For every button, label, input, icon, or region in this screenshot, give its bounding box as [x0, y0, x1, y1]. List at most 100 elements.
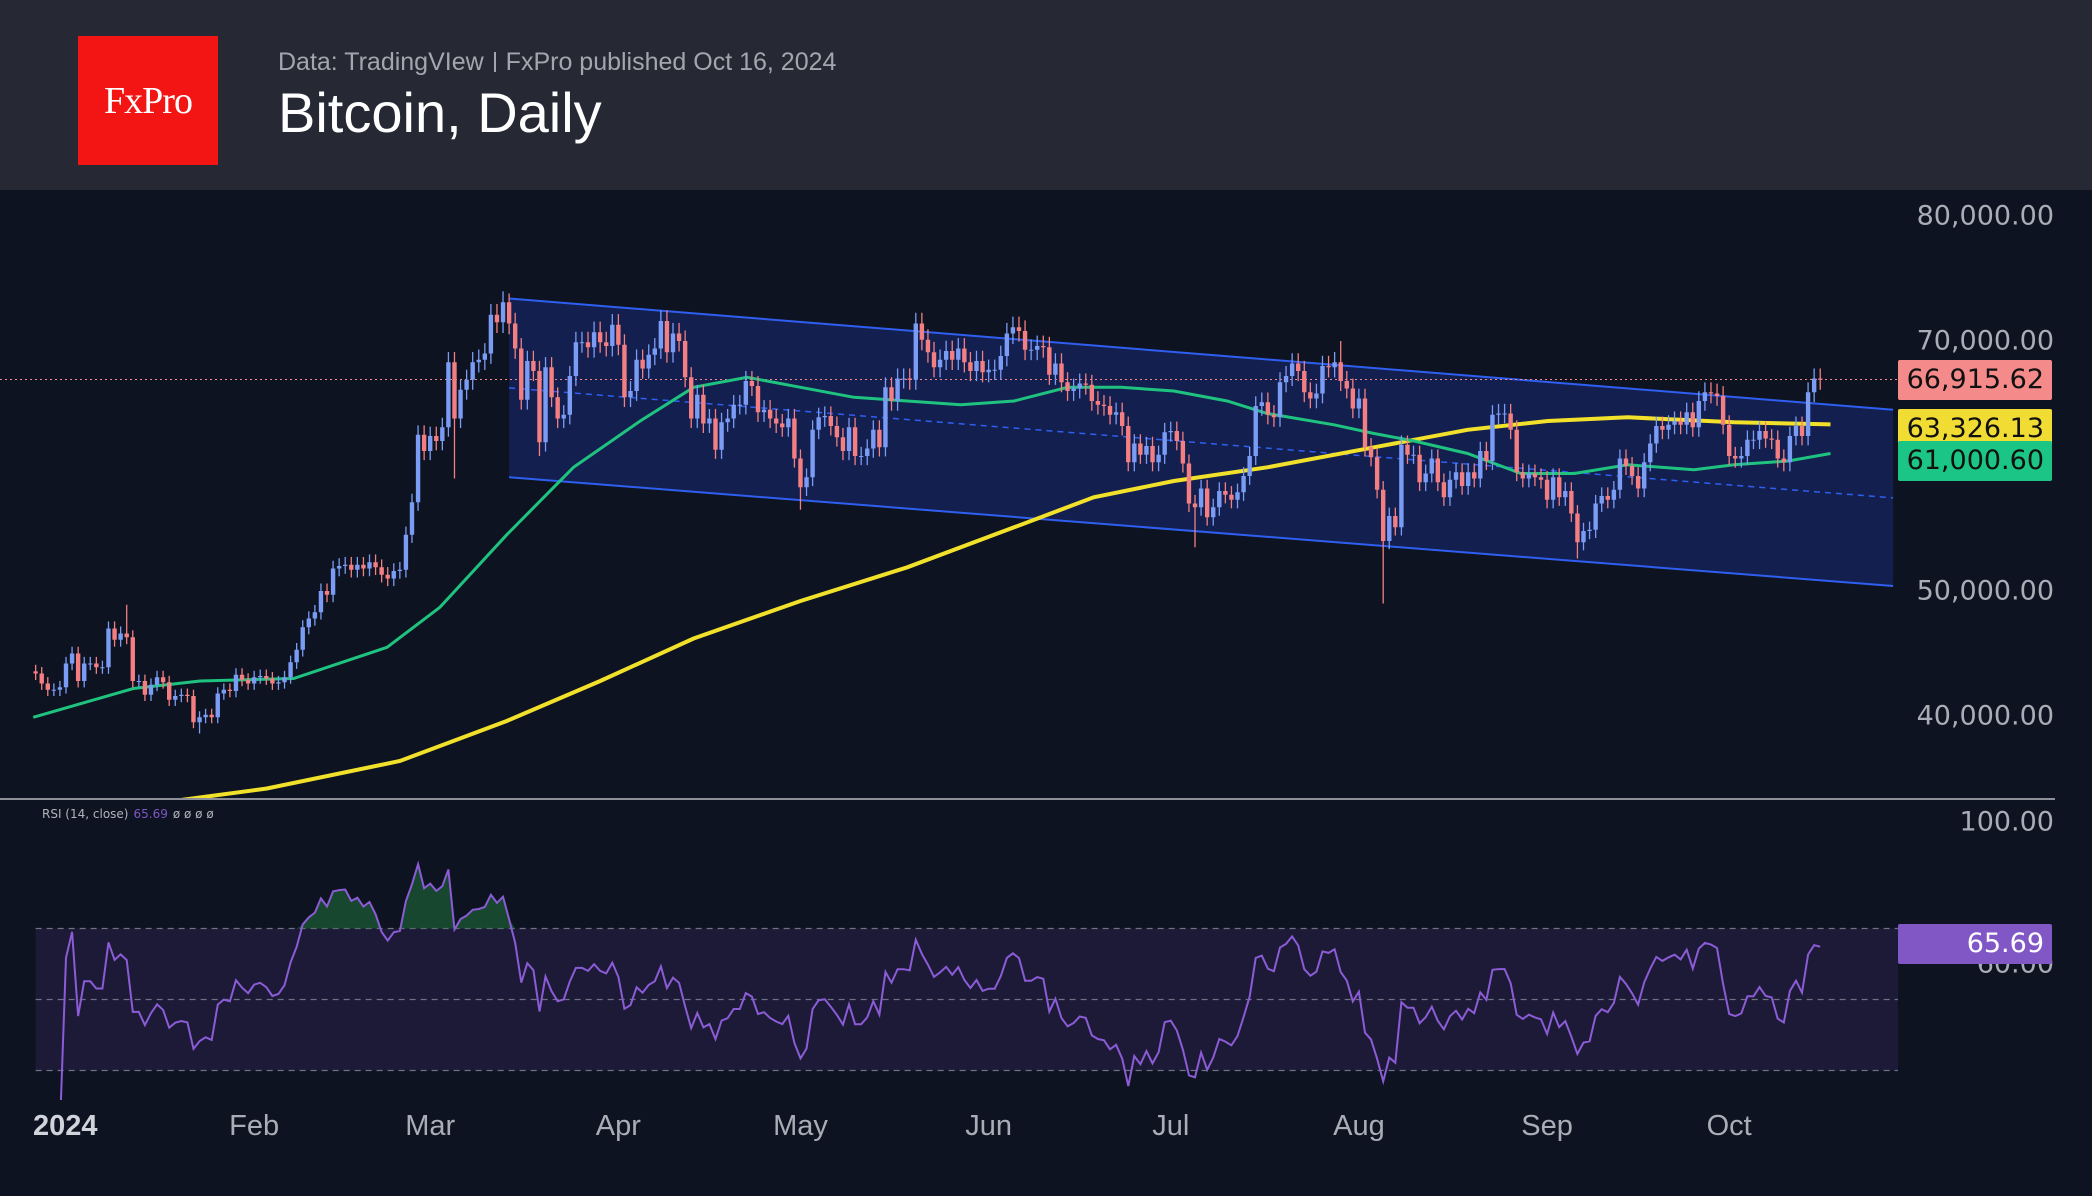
candle [1047, 336, 1052, 385]
candle [166, 675, 172, 706]
candle-body [428, 436, 433, 451]
candle [1156, 445, 1161, 472]
candle-body [525, 361, 530, 400]
candle-body [1223, 491, 1228, 495]
candle-body [282, 677, 287, 683]
candle-body [1004, 333, 1010, 356]
candle [865, 439, 870, 466]
candle [1083, 373, 1088, 395]
candle-body [1374, 457, 1380, 490]
candle-body [1478, 451, 1483, 479]
candle-body [1642, 462, 1647, 489]
candle [725, 408, 730, 432]
candle [1150, 436, 1155, 472]
candle-body [1387, 516, 1392, 541]
candle [300, 620, 305, 657]
candle-body [1211, 507, 1216, 518]
candle-body [1599, 496, 1604, 504]
candle-body [1811, 378, 1817, 393]
candle [707, 408, 712, 434]
candle-body [1593, 503, 1598, 530]
candle [1417, 445, 1422, 492]
candle-body [1763, 431, 1768, 439]
candle [1344, 370, 1349, 399]
candle [919, 312, 925, 351]
candle [239, 668, 245, 687]
candle-body [755, 386, 761, 413]
candle-body [816, 417, 821, 430]
candle [1465, 463, 1471, 495]
candle [1538, 468, 1544, 489]
price-axis-label: 80,000.00 [1916, 200, 2054, 232]
candle [792, 408, 797, 468]
candle-body [1041, 346, 1046, 348]
candle-body [737, 404, 742, 406]
candle [1739, 446, 1744, 468]
candle-body [889, 387, 894, 401]
candle-body [1648, 443, 1653, 463]
candle [1283, 365, 1289, 393]
candle-body [1453, 472, 1459, 480]
candle [264, 669, 269, 685]
candle-body [1362, 398, 1368, 448]
candle [773, 408, 779, 434]
candle [1508, 403, 1513, 440]
candle-body [773, 418, 779, 424]
candle [179, 688, 184, 703]
candle-body [1769, 438, 1774, 440]
candle [306, 611, 311, 635]
candle [482, 343, 488, 371]
candle-body [658, 321, 664, 349]
candle-body [1532, 473, 1538, 478]
candle [1107, 396, 1113, 425]
date-axis-label: 2024 [33, 1110, 98, 1142]
candle-body [792, 418, 797, 459]
candle [1004, 322, 1010, 367]
candle [1035, 335, 1040, 361]
candle [731, 395, 736, 429]
candle-body [343, 564, 348, 566]
candle-body [555, 397, 560, 419]
candle [1678, 411, 1683, 435]
candle [846, 417, 852, 461]
candle [1053, 353, 1058, 385]
sma-fast-line [32, 375, 1831, 719]
candle-body [1144, 446, 1149, 455]
candle [1387, 507, 1392, 550]
candle-body [1496, 413, 1501, 415]
published-date: FxPro published Oct 16, 2024 [505, 48, 837, 76]
candle [245, 673, 251, 690]
candle-body [233, 674, 239, 691]
candle-body [1581, 531, 1586, 543]
rsi-legend: RSI (14, close) 65.69 ø ø ø ø [42, 807, 214, 821]
candle [1617, 449, 1623, 499]
logo-text: FxPro [104, 79, 193, 122]
candle-body [446, 362, 451, 428]
candle-body [1380, 489, 1386, 541]
candle [100, 660, 105, 674]
candle [1563, 482, 1568, 506]
candle [1314, 383, 1319, 409]
candle-body [1241, 476, 1246, 493]
candle [39, 666, 44, 690]
candle [276, 675, 281, 690]
candle [834, 416, 840, 447]
channel-lower-line [509, 476, 1894, 587]
candle [585, 331, 591, 358]
candle-body [1508, 413, 1513, 430]
candle-body [901, 378, 906, 380]
price-axis-label: 50,000.00 [1916, 575, 2054, 607]
candle-body [1720, 396, 1726, 425]
separator [493, 52, 496, 72]
candle [1763, 421, 1768, 448]
candle-body [349, 564, 354, 570]
candle [1405, 435, 1410, 464]
candle [1714, 383, 1720, 406]
candle-body [1672, 421, 1677, 425]
candle-body [549, 367, 554, 398]
candle [118, 626, 123, 647]
candle-body [1235, 492, 1240, 500]
candle [160, 670, 166, 689]
candle [112, 621, 117, 647]
candle-body [1162, 432, 1167, 455]
